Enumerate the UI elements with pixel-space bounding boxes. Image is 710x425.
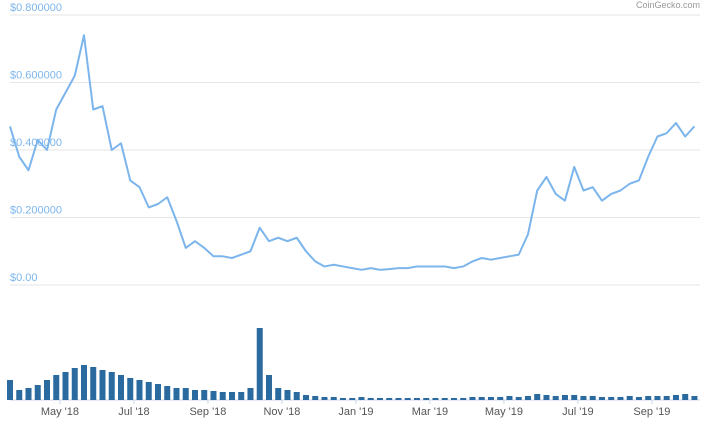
volume-bar bbox=[191, 390, 198, 400]
volume-bar bbox=[617, 397, 624, 400]
volume-bar bbox=[228, 392, 235, 400]
x-tick-label: Jan '19 bbox=[338, 406, 373, 418]
volume-bar bbox=[487, 397, 494, 400]
volume-bar bbox=[330, 397, 337, 400]
volume-bar bbox=[284, 390, 291, 400]
volume-bar bbox=[367, 398, 374, 400]
x-tick-label: May '19 bbox=[485, 406, 523, 418]
volume-bar bbox=[663, 396, 670, 400]
volume-bar bbox=[635, 397, 642, 400]
volume-bar bbox=[552, 396, 559, 400]
volume-bar bbox=[672, 395, 679, 400]
x-tick-label: Sep '19 bbox=[633, 406, 670, 418]
y-tick-label: $0.600000 bbox=[10, 70, 62, 82]
volume-bar bbox=[321, 397, 328, 400]
volume-bar bbox=[589, 396, 596, 400]
y-tick-label: $0.00 bbox=[10, 272, 38, 284]
volume-bar bbox=[358, 397, 365, 400]
x-tick-label: Sep '18 bbox=[189, 406, 226, 418]
volume-bar bbox=[99, 370, 106, 400]
volume-bar bbox=[275, 388, 282, 400]
volume-bar bbox=[506, 396, 513, 400]
volume-bar bbox=[16, 390, 23, 400]
volume-bar bbox=[312, 396, 319, 400]
volume-bar bbox=[219, 392, 226, 400]
volume-bar bbox=[543, 395, 550, 400]
volume-bar bbox=[645, 396, 652, 400]
volume-bar bbox=[34, 385, 41, 400]
volume-bar bbox=[691, 396, 698, 400]
volume-bar bbox=[7, 380, 13, 400]
volume-bar bbox=[256, 328, 263, 400]
volume-bar bbox=[302, 395, 309, 400]
volume-bar bbox=[682, 394, 689, 400]
volume-bar bbox=[108, 372, 115, 400]
volume-bar bbox=[293, 392, 300, 400]
volume-bar bbox=[580, 396, 587, 400]
volume-bar bbox=[25, 388, 32, 400]
volume-bar bbox=[524, 396, 531, 400]
volume-bar bbox=[478, 397, 485, 400]
x-tick-label: May '18 bbox=[41, 406, 79, 418]
volume-bar bbox=[413, 398, 420, 400]
volume-bar bbox=[145, 382, 152, 400]
volume-bar bbox=[43, 380, 50, 400]
volume-bar bbox=[395, 398, 402, 400]
volume-bar bbox=[339, 398, 346, 400]
volume-bar bbox=[53, 375, 60, 400]
volume-bar bbox=[154, 384, 161, 400]
volume-bar bbox=[71, 368, 78, 400]
x-tick-label: Jul '19 bbox=[562, 406, 593, 418]
volume-bar bbox=[247, 388, 254, 400]
volume-bar bbox=[497, 397, 504, 400]
volume-bar bbox=[654, 396, 661, 400]
volume-bar bbox=[80, 365, 87, 400]
volume-bar bbox=[201, 390, 208, 400]
volume-bar bbox=[238, 392, 245, 400]
x-tick-label: Nov '18 bbox=[263, 406, 300, 418]
volume-bar bbox=[469, 397, 476, 400]
volume-bar bbox=[608, 397, 615, 400]
volume-bar bbox=[404, 398, 411, 400]
volume-bar bbox=[349, 398, 356, 400]
volume-bar bbox=[265, 375, 272, 400]
watermark: CoinGecko.com bbox=[636, 0, 700, 10]
volume-bar bbox=[210, 391, 217, 400]
volume-bar bbox=[561, 395, 568, 400]
volume-bar bbox=[460, 398, 467, 400]
volume-bar bbox=[432, 398, 439, 400]
volume-bar bbox=[127, 378, 134, 400]
volume-bar bbox=[173, 388, 180, 400]
volume-bar bbox=[90, 367, 97, 400]
volume-bar bbox=[117, 375, 124, 400]
volume-bar bbox=[534, 394, 541, 400]
price-line bbox=[9, 34, 696, 271]
volume-bar bbox=[164, 386, 171, 400]
volume-bar bbox=[376, 398, 383, 400]
volume-bar bbox=[571, 395, 578, 400]
volume-bar bbox=[423, 398, 430, 400]
volume-bar bbox=[62, 372, 69, 400]
volume-bar bbox=[182, 388, 189, 400]
x-tick-label: Jul '18 bbox=[118, 406, 149, 418]
volume-bar bbox=[450, 398, 457, 400]
volume-bar bbox=[515, 397, 522, 400]
volume-bar bbox=[386, 398, 393, 400]
y-tick-label: $0.800000 bbox=[10, 2, 62, 14]
y-tick-label: $0.200000 bbox=[10, 205, 62, 217]
x-tick-label: Mar '19 bbox=[412, 406, 448, 418]
volume-bar bbox=[441, 398, 448, 400]
volume-bar bbox=[626, 396, 633, 400]
volume-bar bbox=[136, 380, 143, 400]
volume-bar bbox=[598, 397, 605, 400]
